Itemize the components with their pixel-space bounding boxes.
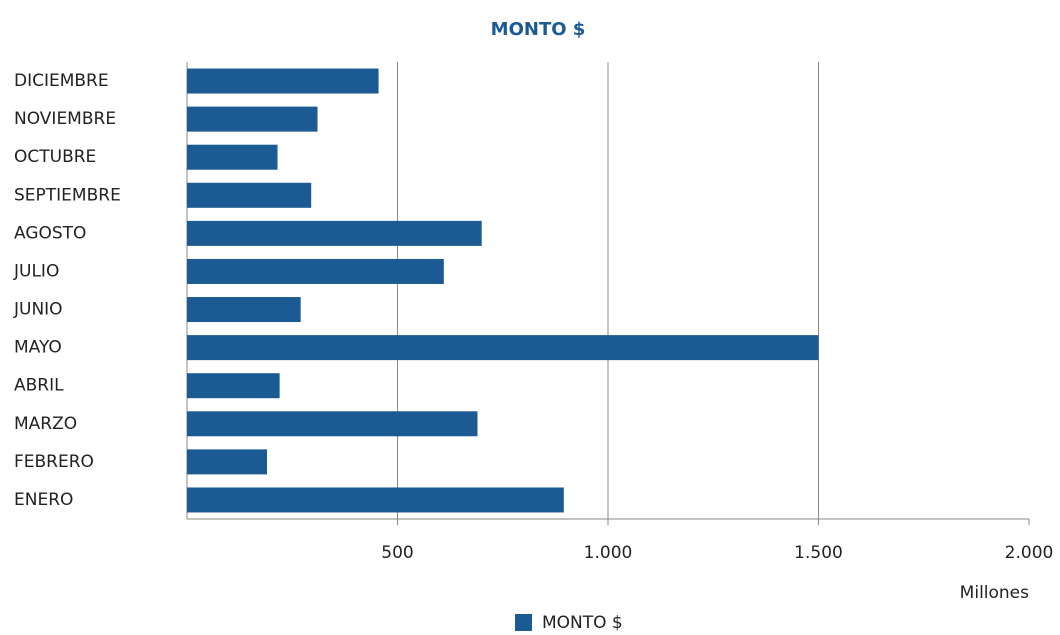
x-tick-label: 1.500 [794, 543, 843, 563]
bar [187, 68, 379, 94]
y-tick-label: JULIO [13, 261, 59, 281]
bar [187, 258, 444, 284]
bar [187, 449, 267, 475]
y-tick-label: MARZO [14, 414, 77, 434]
legend-label: MONTO $ [542, 613, 623, 633]
bar [187, 297, 301, 323]
x-axis-label: Millones [960, 583, 1029, 603]
bar [187, 144, 278, 170]
y-tick-label: OCTUBRE [14, 147, 96, 167]
y-tick-label: SEPTIEMBRE [14, 185, 121, 205]
x-tick-label: 2.000 [1005, 543, 1054, 563]
y-tick-label: FEBRERO [14, 452, 94, 472]
x-tick-label: 500 [381, 543, 413, 563]
bar [187, 373, 280, 399]
bar [187, 106, 318, 132]
bar [187, 335, 819, 361]
y-tick-label: DICIEMBRE [14, 71, 109, 91]
bar [187, 411, 478, 437]
legend-swatch [515, 614, 532, 631]
bar [187, 487, 564, 513]
chart-title: MONTO $ [491, 19, 586, 40]
bar [187, 182, 312, 208]
x-tick-label: 1.000 [584, 543, 633, 563]
bar [187, 220, 482, 246]
y-tick-label: JUNIO [13, 300, 63, 320]
y-tick-label: ENERO [14, 490, 73, 510]
y-tick-label: NOVIEMBRE [14, 109, 116, 129]
y-tick-label: MAYO [14, 338, 62, 358]
y-tick-label: AGOSTO [14, 223, 86, 243]
y-tick-label: ABRIL [14, 376, 64, 396]
